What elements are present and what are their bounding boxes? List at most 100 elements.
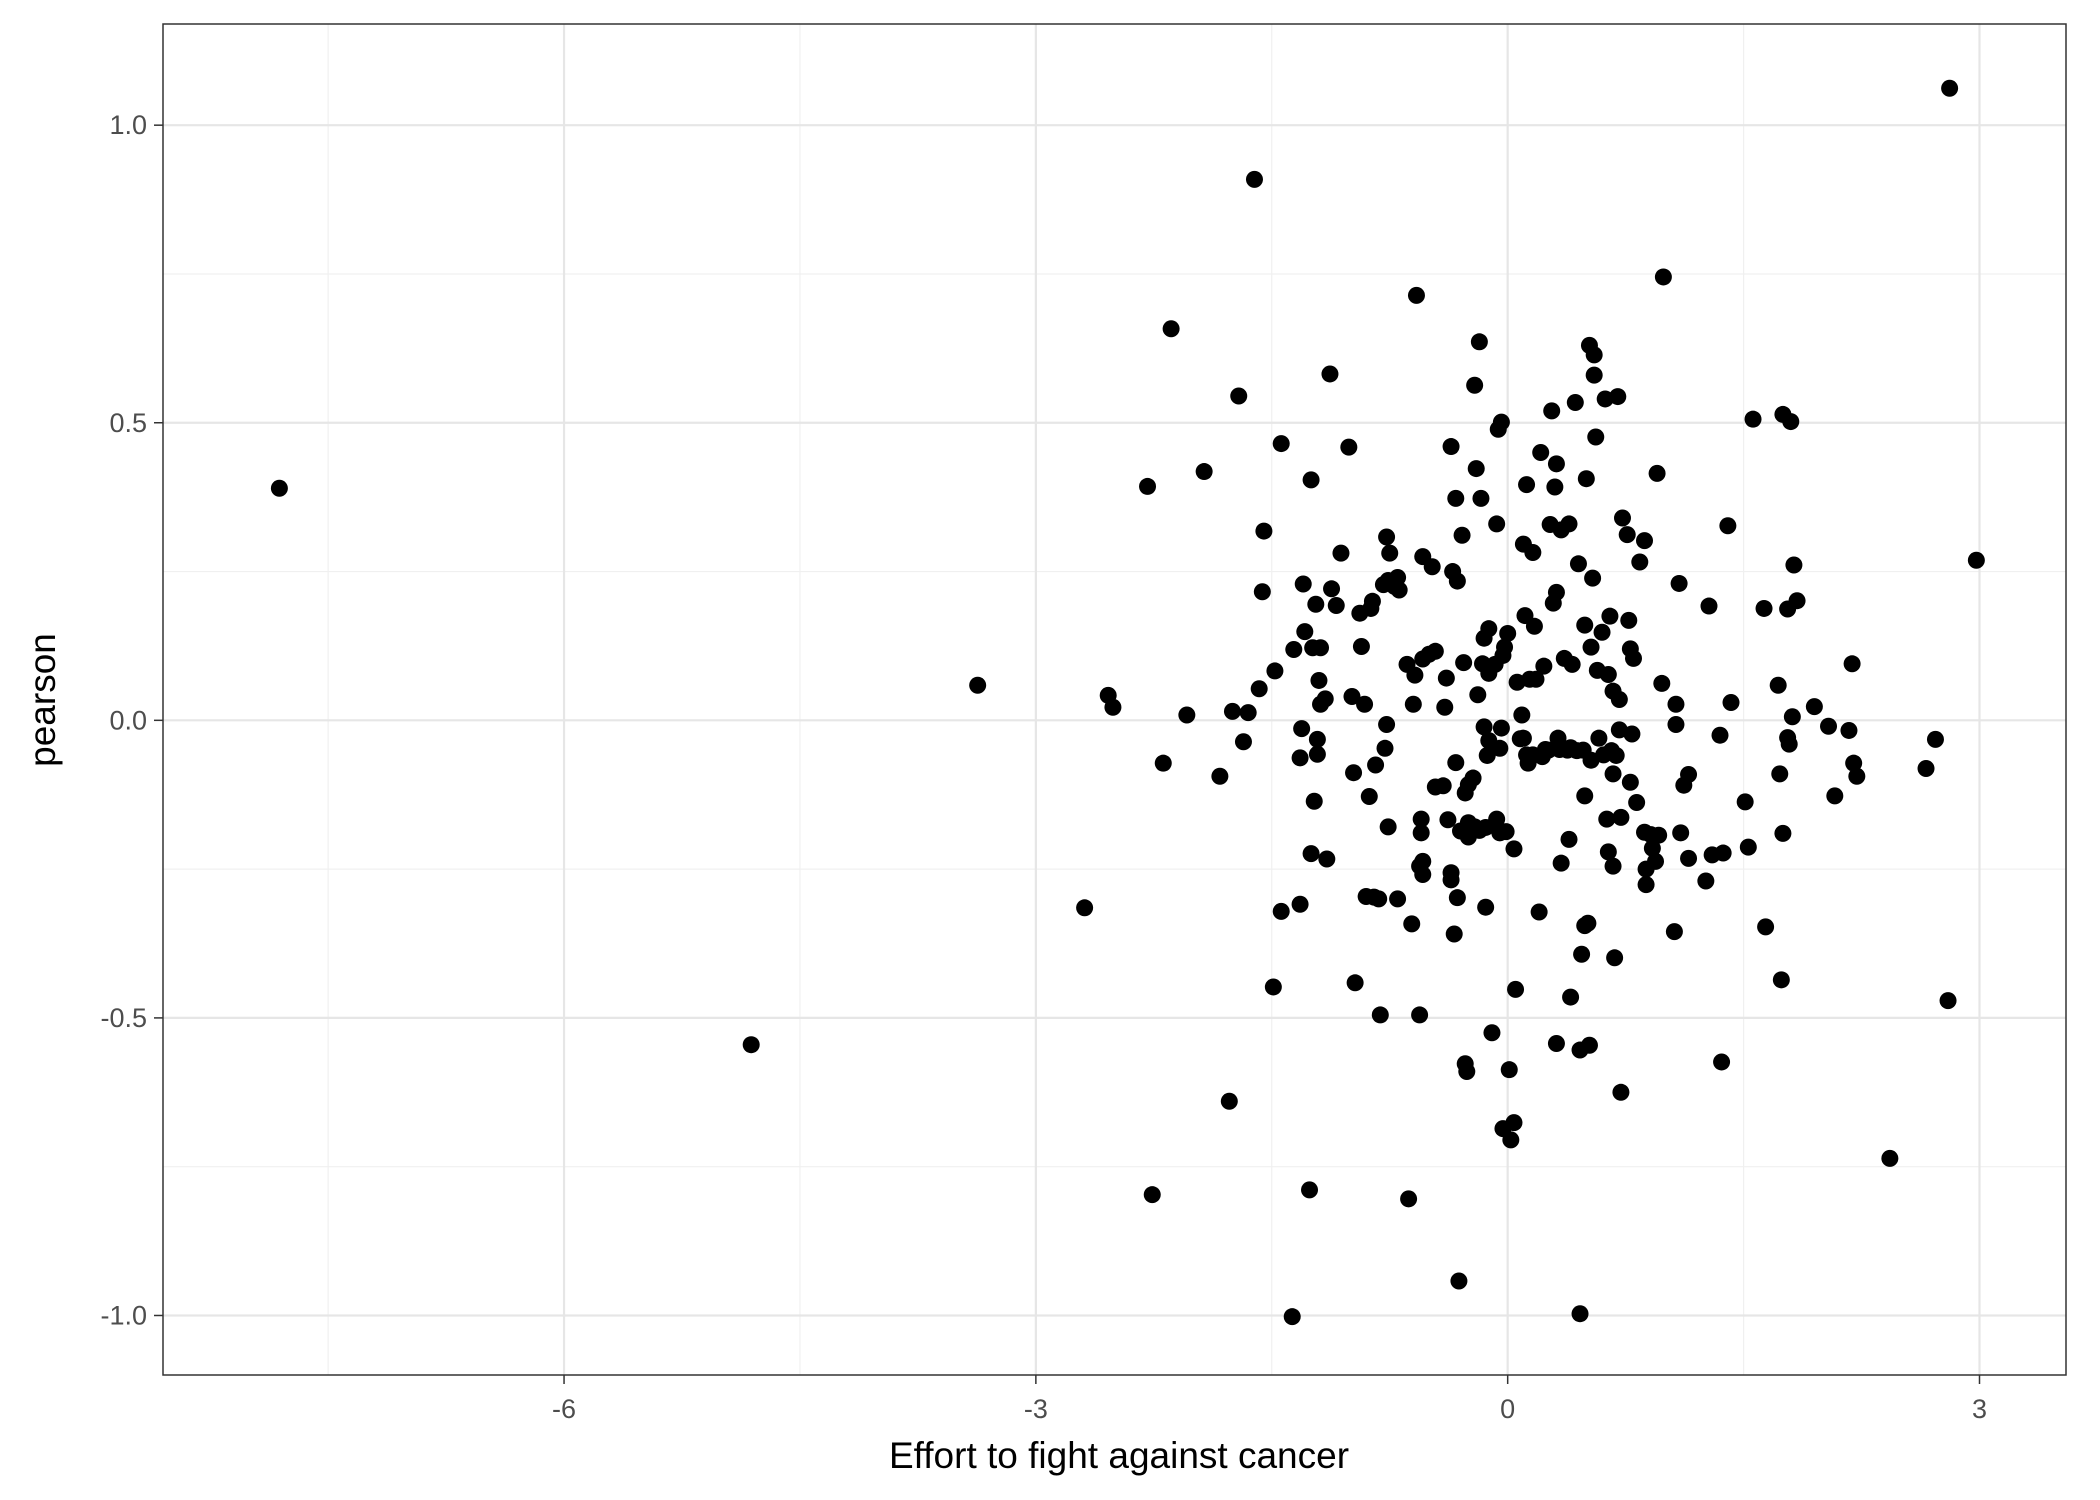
data-point bbox=[1308, 745, 1326, 763]
data-point bbox=[1378, 528, 1396, 546]
data-point bbox=[1513, 706, 1531, 724]
data-point bbox=[1453, 526, 1471, 544]
x-tick-label: -6 bbox=[552, 1394, 576, 1424]
major-gridlines bbox=[163, 24, 2066, 1375]
data-points bbox=[270, 79, 1985, 1326]
data-point bbox=[1569, 555, 1587, 573]
data-point bbox=[1582, 638, 1600, 656]
data-point bbox=[1547, 583, 1565, 601]
data-point bbox=[1447, 489, 1465, 507]
data-point bbox=[1448, 889, 1466, 907]
data-point bbox=[1356, 695, 1374, 713]
data-point bbox=[1596, 390, 1614, 408]
data-point bbox=[1713, 1053, 1731, 1071]
data-point bbox=[1573, 945, 1591, 963]
data-point bbox=[1360, 788, 1378, 806]
data-point bbox=[1305, 792, 1323, 810]
data-point bbox=[1404, 695, 1422, 713]
data-point bbox=[1625, 649, 1642, 667]
data-point bbox=[1585, 366, 1603, 384]
data-point bbox=[1552, 854, 1570, 872]
data-point bbox=[1628, 793, 1646, 811]
y-tick-label: 0.5 bbox=[109, 408, 147, 438]
data-point bbox=[1448, 572, 1466, 590]
data-point bbox=[1788, 592, 1806, 610]
data-point bbox=[1464, 769, 1482, 787]
data-point bbox=[1585, 346, 1603, 364]
data-point bbox=[1546, 478, 1564, 496]
data-point bbox=[1604, 765, 1622, 783]
data-point bbox=[1499, 624, 1517, 642]
data-point bbox=[1648, 464, 1666, 482]
data-point bbox=[1332, 544, 1350, 562]
data-point bbox=[1389, 568, 1407, 586]
x-tick-label: 3 bbox=[1972, 1394, 1987, 1424]
data-point bbox=[1643, 839, 1661, 857]
data-point bbox=[1502, 1131, 1520, 1149]
data-point bbox=[1497, 823, 1515, 841]
data-point bbox=[1285, 641, 1303, 659]
data-point bbox=[1609, 388, 1627, 406]
data-point bbox=[1414, 865, 1432, 883]
data-point bbox=[1939, 992, 1957, 1010]
data-point bbox=[1230, 387, 1248, 405]
data-point bbox=[1310, 671, 1328, 689]
data-point bbox=[1769, 676, 1787, 694]
data-point bbox=[1488, 515, 1506, 533]
data-point bbox=[1783, 708, 1801, 726]
data-point bbox=[1665, 923, 1683, 941]
data-point bbox=[1370, 890, 1388, 908]
data-point bbox=[1475, 718, 1493, 736]
data-point bbox=[1524, 543, 1542, 561]
data-point bbox=[1496, 638, 1514, 656]
data-point bbox=[1426, 642, 1444, 660]
data-point bbox=[1400, 1190, 1418, 1208]
data-point bbox=[1250, 680, 1268, 698]
data-point bbox=[1785, 556, 1803, 574]
data-point bbox=[1967, 551, 1985, 569]
data-point bbox=[1291, 895, 1309, 913]
data-point bbox=[1291, 749, 1309, 767]
data-point bbox=[1587, 428, 1605, 446]
data-point bbox=[1566, 394, 1584, 412]
data-point bbox=[1621, 773, 1639, 791]
data-point bbox=[1376, 739, 1394, 757]
data-point bbox=[1367, 756, 1385, 774]
data-point bbox=[1714, 844, 1732, 862]
data-point bbox=[270, 479, 288, 497]
data-point bbox=[1926, 730, 1944, 748]
data-point bbox=[1535, 657, 1553, 675]
data-point bbox=[1411, 1006, 1429, 1024]
data-point bbox=[1598, 810, 1616, 828]
data-point bbox=[1414, 852, 1432, 870]
data-point bbox=[1680, 849, 1698, 867]
data-point bbox=[1296, 623, 1314, 641]
data-point bbox=[1470, 333, 1488, 351]
data-point bbox=[1283, 1308, 1301, 1326]
data-point bbox=[1379, 818, 1397, 836]
data-point bbox=[1560, 830, 1578, 848]
data-point bbox=[1941, 79, 1959, 97]
data-point bbox=[1363, 592, 1381, 610]
data-point bbox=[1483, 1024, 1501, 1042]
data-point bbox=[1670, 574, 1688, 592]
data-point bbox=[1346, 974, 1364, 992]
data-point bbox=[1371, 1006, 1389, 1024]
data-point bbox=[1525, 617, 1543, 635]
data-point bbox=[1154, 754, 1172, 772]
data-point bbox=[1571, 1305, 1589, 1323]
data-point bbox=[1881, 1149, 1899, 1167]
data-point bbox=[1527, 670, 1545, 688]
data-point bbox=[1467, 460, 1485, 478]
data-point bbox=[1739, 838, 1757, 856]
data-point bbox=[1178, 706, 1196, 724]
data-point bbox=[1407, 286, 1425, 304]
data-point bbox=[1840, 721, 1858, 739]
data-point bbox=[1345, 764, 1363, 782]
data-point bbox=[1623, 725, 1641, 743]
data-point bbox=[1774, 824, 1792, 842]
data-point bbox=[1139, 477, 1157, 495]
data-point bbox=[1234, 733, 1252, 751]
